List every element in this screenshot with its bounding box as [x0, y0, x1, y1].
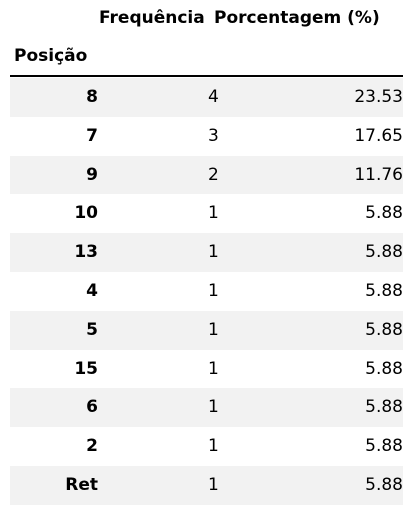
cell-posicao: 2	[86, 436, 98, 457]
cell-frequencia: 1	[208, 436, 219, 457]
cell-porcentagem: 5.88	[365, 358, 403, 379]
cell-posicao: 13	[74, 242, 98, 263]
cell-porcentagem: 23.53	[354, 87, 403, 107]
cell-frequencia: 1	[208, 319, 219, 340]
table-row: 2 1 5.88	[10, 427, 403, 466]
cell-frequencia: 2	[208, 164, 219, 185]
cell-porcentagem: 5.88	[365, 474, 403, 495]
cell-posicao: 7	[86, 125, 98, 146]
cell-frequencia: 1	[208, 474, 219, 495]
table-row: 7 3 17.65	[10, 117, 403, 156]
table-body: 8 4 23.53 7 3 17.65 9 2 11.76 10 1 5.88 …	[10, 78, 403, 505]
table-row: 4 1 5.88	[10, 272, 403, 311]
cell-porcentagem: 5.88	[365, 397, 403, 418]
header-rule	[10, 75, 403, 77]
cell-posicao: 8	[86, 87, 98, 107]
header-porcentagem: Porcentagem (%)	[214, 8, 380, 28]
cell-posicao: 15	[74, 358, 98, 379]
cell-porcentagem: 17.65	[354, 125, 403, 146]
cell-porcentagem: 5.88	[365, 280, 403, 301]
cell-porcentagem: 5.88	[365, 436, 403, 457]
table-row: 15 1 5.88	[10, 350, 403, 389]
table-row: 5 1 5.88	[10, 310, 403, 350]
cell-frequencia: 1	[208, 358, 219, 379]
cell-posicao: 4	[86, 280, 98, 301]
cell-frequencia: 4	[208, 87, 219, 107]
table-row: 13 1 5.88	[10, 233, 403, 272]
frequency-table: Frequência Porcentagem (%) Posição 8 4 2…	[10, 0, 403, 505]
cell-posicao: 10	[74, 203, 98, 224]
table-row: 9 2 11.76	[10, 155, 403, 195]
header-posicao: Posição	[14, 46, 88, 66]
column-header-row: Frequência Porcentagem (%)	[10, 0, 403, 38]
cell-porcentagem: 5.88	[365, 242, 403, 263]
table-row: 10 1 5.88	[10, 194, 403, 233]
cell-frequencia: 1	[208, 203, 219, 224]
table-row: 8 4 23.53	[10, 78, 403, 117]
cell-posicao: 5	[86, 319, 98, 340]
cell-porcentagem: 11.76	[354, 164, 403, 185]
table-row: Ret 1 5.88	[10, 465, 403, 505]
cell-frequencia: 1	[208, 280, 219, 301]
cell-frequencia: 3	[208, 125, 219, 146]
table-row: 6 1 5.88	[10, 388, 403, 428]
header-frequencia: Frequência	[99, 8, 205, 28]
cell-porcentagem: 5.88	[365, 203, 403, 224]
cell-frequencia: 1	[208, 397, 219, 418]
cell-posicao: Ret	[65, 474, 98, 495]
cell-posicao: 9	[86, 164, 98, 185]
cell-porcentagem: 5.88	[365, 319, 403, 340]
index-header-row: Posição	[10, 38, 403, 76]
cell-frequencia: 1	[208, 242, 219, 263]
cell-posicao: 6	[86, 397, 98, 418]
